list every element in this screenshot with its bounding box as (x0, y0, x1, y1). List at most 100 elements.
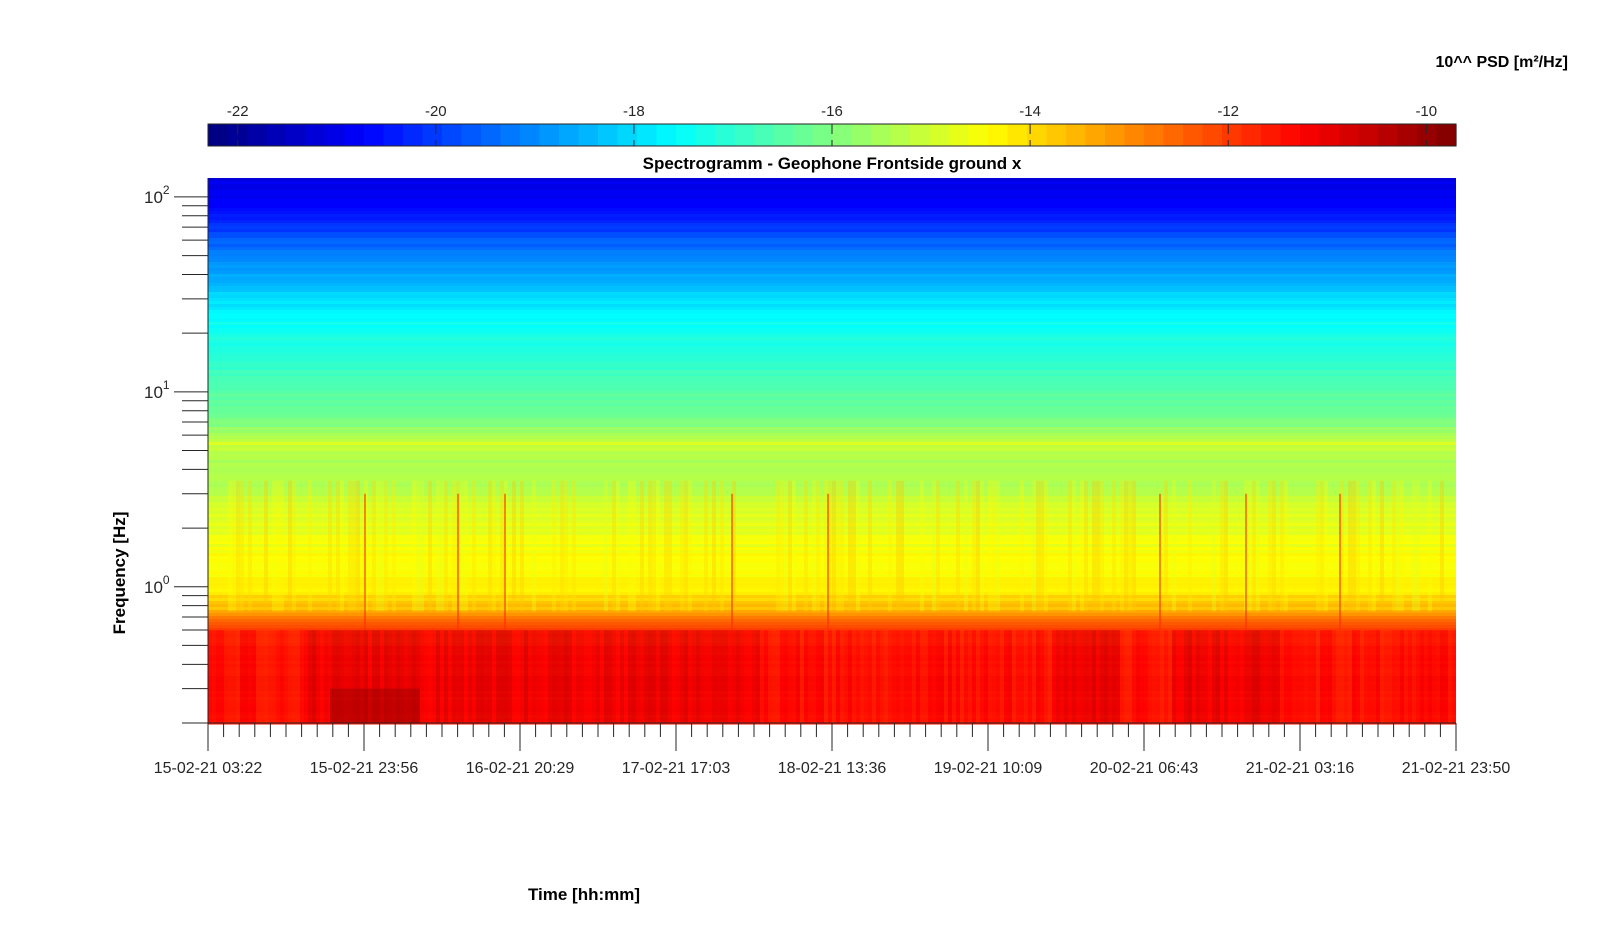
colorbar-cell (1066, 124, 1087, 146)
spectrogram-texture (1292, 629, 1296, 723)
spectrogram-band (208, 484, 1456, 488)
spectrogram-texture (1036, 480, 1040, 612)
spectrogram-texture (280, 480, 284, 612)
spectrogram-texture (264, 480, 268, 612)
spectrogram-texture (900, 629, 904, 723)
spectrogram-texture (224, 629, 228, 723)
spectrogram-texture (616, 629, 620, 723)
spectrogram-texture (996, 629, 1000, 723)
spectrogram-texture (1196, 629, 1200, 723)
spectrogram-band (208, 196, 1456, 200)
spectrogram-band (208, 385, 1456, 389)
spectrogram-band (208, 241, 1456, 245)
colorbar-tick-label: -18 (623, 103, 645, 120)
colorbar-cell (266, 124, 287, 146)
spectrogram-texture (708, 629, 712, 723)
spectrogram-texture (624, 629, 628, 723)
colorbar-cell (812, 124, 833, 146)
x-tick-label: 20-02-21 06:43 (1090, 760, 1199, 777)
spectrogram-texture (936, 480, 940, 612)
colorbar-cell (578, 124, 599, 146)
spectrogram-texture (944, 629, 948, 723)
spectrogram-texture (1092, 629, 1096, 723)
spectrogram-band (208, 190, 1456, 194)
spectrogram-texture (804, 629, 808, 723)
spectrogram-texture (672, 629, 676, 723)
spectrogram-band (208, 373, 1456, 377)
spectrogram-band (208, 301, 1456, 305)
spectrogram-band (208, 244, 1456, 248)
spectrogram-texture (876, 629, 880, 723)
spectrogram-texture (872, 629, 876, 723)
spectrogram-texture (824, 480, 828, 612)
spectrogram-texture (436, 480, 440, 612)
colorbar-cell (1046, 124, 1067, 146)
spectrogram-texture (560, 629, 564, 723)
spectrogram-texture (1356, 480, 1360, 612)
spectrogram-band (208, 487, 1456, 491)
colorbar-cell (227, 124, 248, 146)
spectrogram-band (208, 550, 1456, 554)
spectrogram-texture (556, 629, 560, 723)
spectrogram-texture (776, 480, 780, 612)
spectrogram-texture (756, 629, 760, 723)
spectrogram-band (208, 505, 1456, 509)
spectrogram-texture (1144, 629, 1148, 723)
spectrogram-texture (956, 629, 960, 723)
spectrogram-texture (932, 480, 936, 612)
colorbar-cell (325, 124, 346, 146)
spectrogram-texture (1148, 629, 1152, 723)
spectrogram-band (208, 598, 1456, 602)
spectrogram-texture (1212, 480, 1216, 612)
spectrogram-band (208, 490, 1456, 494)
spectrogram-band (208, 325, 1456, 329)
spectrogram-texture (604, 480, 608, 612)
spectrogram-texture (348, 480, 352, 612)
spectrogram-texture (1364, 629, 1368, 723)
spectrogram-texture (288, 480, 292, 612)
spectrogram-texture (340, 480, 344, 612)
spectrogram-texture (328, 629, 332, 723)
spectrogram-texture (696, 629, 700, 723)
spectrogram-texture (632, 480, 636, 612)
spectrogram-band (208, 316, 1456, 320)
x-tick-label: 21-02-21 03:16 (1246, 760, 1355, 777)
spectrogram-texture (836, 480, 840, 612)
spectrogram-texture (688, 629, 692, 723)
spectrogram-texture (1396, 480, 1400, 612)
spectrogram-texture (416, 629, 420, 723)
spectrogram-texture (1112, 480, 1116, 612)
spectrogram-band (208, 181, 1456, 185)
spectrogram-texture (868, 629, 872, 723)
spectrogram-texture (1172, 480, 1176, 612)
colorbar-tick-label: -20 (425, 103, 447, 120)
spectrogram-texture (424, 629, 428, 723)
spectrogram-texture (856, 480, 860, 612)
spectrogram-texture (232, 629, 236, 723)
spectrogram-band (208, 448, 1456, 452)
spectrogram-texture (656, 480, 660, 612)
spectrogram-texture (420, 629, 424, 723)
spectrogram-band (208, 535, 1456, 539)
spectrogram-band (208, 517, 1456, 521)
spectrogram-band (208, 313, 1456, 317)
spectrogram-texture (720, 629, 724, 723)
spectrogram-texture (848, 480, 852, 612)
colorbar-tick-label: -16 (821, 103, 843, 120)
spectrogram-texture (212, 629, 216, 723)
spectrogram-texture (864, 629, 868, 723)
spectrogram-band (208, 496, 1456, 500)
spectrogram-texture (884, 629, 888, 723)
spectrogram-texture (552, 480, 556, 612)
spectrogram-texture (1164, 480, 1168, 612)
spectrogram-band (208, 298, 1456, 302)
spectrogram-texture (284, 629, 288, 723)
colorbar-cell (871, 124, 892, 146)
spectrogram-texture (1080, 629, 1084, 723)
spectrogram-band (208, 625, 1456, 629)
colorbar-cell (734, 124, 755, 146)
spectrogram-texture (388, 629, 392, 723)
spectrogram-texture (1132, 629, 1136, 723)
y-axis: 100 101 102 (144, 178, 209, 724)
